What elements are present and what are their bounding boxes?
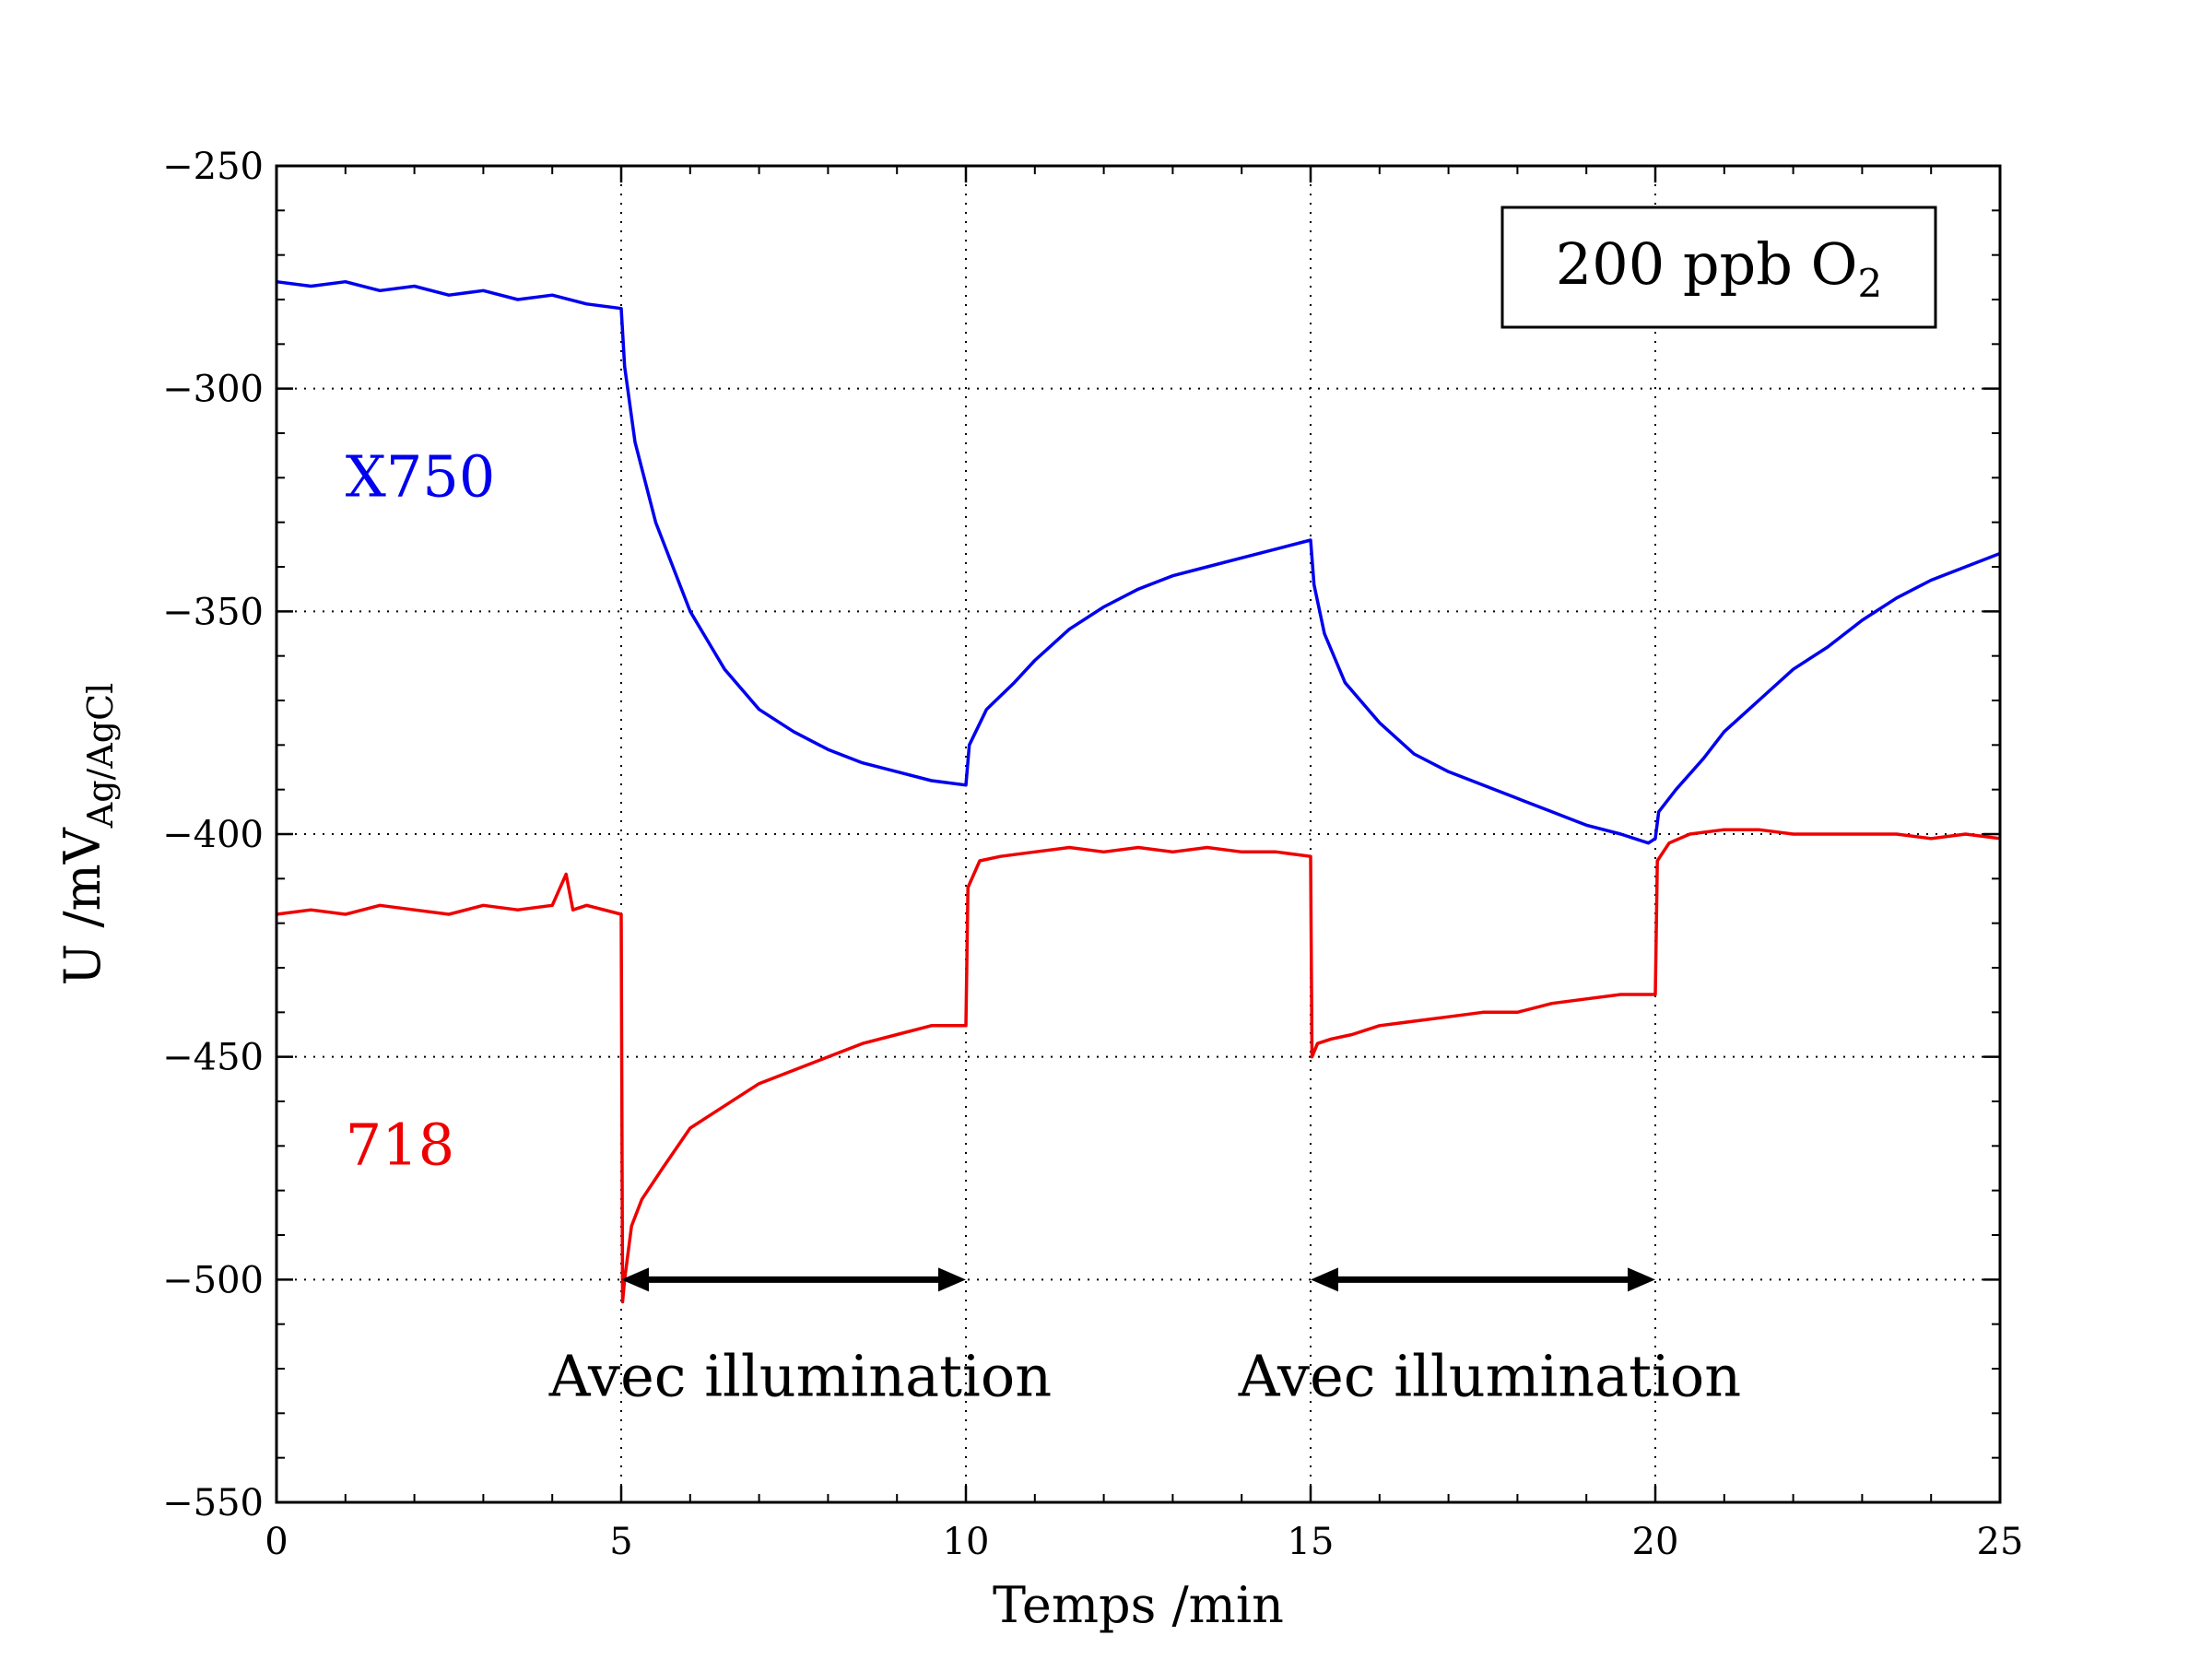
x-tick-label: 0 xyxy=(265,1521,288,1563)
y-tick-label: −550 xyxy=(162,1482,264,1524)
legend-box-text: 200 ppb O2 xyxy=(1556,230,1882,306)
legend-box-main: 200 ppb O xyxy=(1556,230,1858,298)
x-tick-label: 25 xyxy=(1977,1521,2024,1563)
y-tick-label: −500 xyxy=(162,1259,264,1301)
annotation-avec-illumination: Avec illumination xyxy=(548,1343,1052,1410)
y-tick-label: −400 xyxy=(162,814,264,856)
series-layer xyxy=(276,279,2001,1304)
tick-labels: 0 5 10 15 20 25 −550 −500 −450 −400 −350 −300 −250 xyxy=(162,146,2023,1563)
x-tick-label: 15 xyxy=(1288,1521,1335,1563)
y-axis-label-main: U /mV xyxy=(53,827,112,985)
y-tick-label: −250 xyxy=(162,146,264,188)
annotation-x750: X750 xyxy=(346,442,495,510)
y-tick-label: −300 xyxy=(162,369,264,411)
legend-box-subscript: 2 xyxy=(1857,261,1882,306)
y-tick-label: −350 xyxy=(162,591,264,633)
grid-lines xyxy=(276,166,2000,1502)
y-tick-label: −450 xyxy=(162,1037,264,1079)
illumination-arrow-1 xyxy=(621,1267,966,1292)
annotation-avec-illumination: Avec illumination xyxy=(1238,1343,1741,1410)
x-tick-label: 5 xyxy=(609,1521,632,1563)
x-axis-label: Temps /min xyxy=(993,1576,1284,1634)
annotation-718: 718 xyxy=(346,1111,454,1178)
arrow-layer xyxy=(621,1267,1655,1292)
x-tick-label: 20 xyxy=(1632,1521,1679,1563)
series-line-x750 xyxy=(276,279,2001,845)
illumination-arrow-2 xyxy=(1311,1267,1655,1292)
y-axis-label: U /mVAg/AgCl xyxy=(53,683,121,986)
legend-box-frame xyxy=(1500,206,1937,329)
y-axis-label-sub: Ag/AgCl xyxy=(80,683,121,830)
series-line-718 xyxy=(276,828,2001,1304)
legend-box: 200 ppb O2 xyxy=(1500,206,1937,329)
tick-marks xyxy=(275,164,2002,1504)
annotation-layer: X750 718 Avec illumination Avec illuminatio… xyxy=(346,442,1741,1409)
x-tick-label: 10 xyxy=(943,1521,990,1563)
